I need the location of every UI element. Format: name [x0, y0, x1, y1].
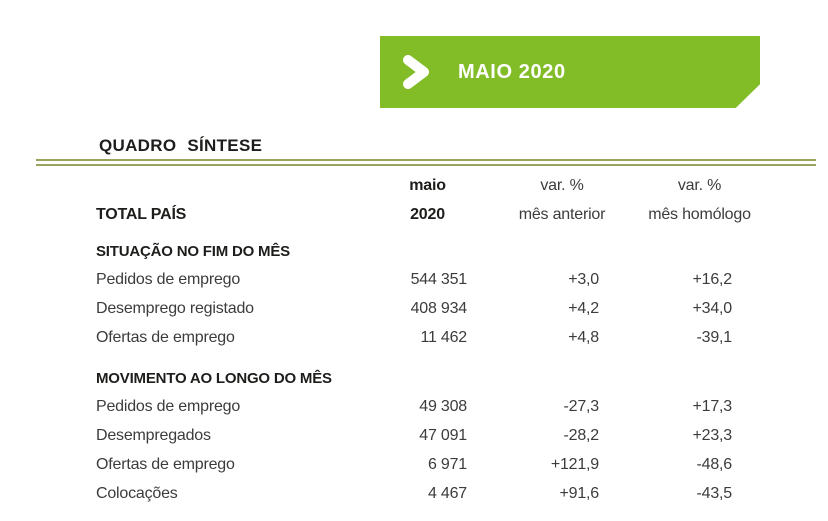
row-var-yoy: -43,5	[696, 484, 733, 502]
row-value: 47 091	[419, 426, 467, 444]
col-header-month-line1: maio	[409, 177, 446, 194]
row-var-prev: +3,0	[568, 270, 599, 288]
row-var-yoy: +34,0	[692, 299, 733, 317]
section-heading-situacao: SITUAÇÃO NO FIM DO MÊS	[96, 243, 290, 260]
scope-label: TOTAL PAÍS	[96, 206, 187, 223]
row-value: 544 351	[410, 270, 468, 288]
row-var-yoy: -39,1	[696, 328, 733, 346]
row-label: Ofertas de emprego	[96, 455, 235, 473]
row-var-yoy: -48,6	[696, 455, 733, 473]
col-header-var-prev-line2: mês anterior	[518, 206, 606, 223]
row-var-prev: +91,6	[559, 484, 600, 502]
summary-table: maio var. % var. % TOTAL PAÍS 2020 mês a…	[96, 172, 751, 508]
row-value: 11 462	[420, 328, 467, 346]
chevron-right-icon	[403, 55, 429, 89]
row-var-prev: -28,2	[563, 426, 600, 444]
row-label: Colocações	[96, 484, 178, 502]
col-header-var-yoy-line1: var. %	[677, 177, 722, 194]
row-label: Pedidos de emprego	[96, 270, 241, 288]
row-var-prev: +4,8	[568, 328, 599, 346]
row-value: 4 467	[427, 484, 467, 502]
section-spacer	[96, 352, 745, 365]
row-var-prev: -27,3	[563, 397, 600, 415]
row-label: Ofertas de emprego	[96, 328, 235, 346]
col-header-month-line2: 2020	[410, 206, 445, 223]
row-label: Desempregados	[96, 426, 211, 444]
col-header-var-yoy-line2: mês homólogo	[648, 206, 751, 223]
row-var-yoy: +17,3	[692, 397, 733, 415]
section-spacer	[96, 230, 745, 238]
row-var-yoy: +16,2	[692, 270, 733, 288]
double-rule-divider	[36, 159, 816, 166]
banner-month-label: MAIO 2020	[458, 60, 566, 83]
row-value: 408 934	[410, 299, 468, 317]
table-title: QUADRO SÍNTESE	[99, 136, 263, 155]
row-var-yoy: +23,3	[692, 426, 733, 444]
row-var-prev: +121,9	[550, 455, 599, 473]
header-empty-cell	[96, 172, 385, 200]
col-header-var-prev-line1: var. %	[540, 177, 584, 194]
month-banner: MAIO 2020	[380, 36, 760, 108]
row-var-prev: +4,2	[568, 299, 599, 317]
row-label: Desemprego registado	[96, 299, 254, 317]
row-value: 49 308	[419, 397, 467, 415]
row-label: Pedidos de emprego	[96, 397, 241, 415]
row-value: 6 971	[427, 455, 467, 473]
section-heading-movimento: MOVIMENTO AO LONGO DO MÊS	[96, 370, 332, 387]
